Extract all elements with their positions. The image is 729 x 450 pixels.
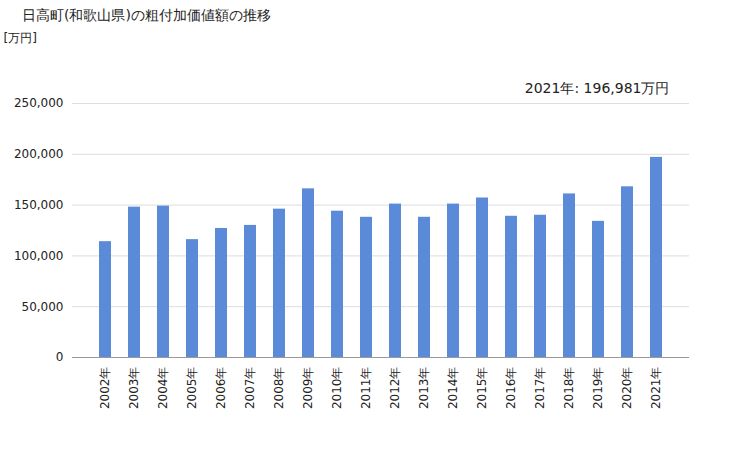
- svg-text:2006年: 2006年: [214, 367, 228, 410]
- svg-text:100,000: 100,000: [14, 249, 64, 263]
- svg-text:2009年: 2009年: [301, 367, 315, 410]
- svg-text:2008年: 2008年: [272, 367, 286, 410]
- svg-text:2020年: 2020年: [620, 367, 634, 410]
- svg-text:2005年: 2005年: [185, 367, 199, 410]
- svg-text:150,000: 150,000: [14, 198, 64, 212]
- svg-text:0: 0: [56, 350, 64, 364]
- svg-text:2015年: 2015年: [475, 367, 489, 410]
- svg-text:2003年: 2003年: [127, 367, 141, 410]
- svg-text:2014年: 2014年: [446, 367, 460, 410]
- svg-text:2021年: 2021年: [649, 367, 663, 410]
- svg-text:2010年: 2010年: [330, 367, 344, 410]
- svg-text:[万円]: [万円]: [4, 31, 37, 45]
- svg-text:2013年: 2013年: [417, 367, 431, 410]
- svg-text:2011年: 2011年: [359, 367, 373, 410]
- svg-text:2018年: 2018年: [562, 367, 576, 410]
- svg-text:2021年: 196,981万円: 2021年: 196,981万円: [525, 80, 670, 96]
- svg-text:250,000: 250,000: [14, 96, 64, 110]
- svg-text:2017年: 2017年: [533, 367, 547, 410]
- svg-text:200,000: 200,000: [14, 147, 64, 161]
- svg-text:2012年: 2012年: [388, 367, 402, 410]
- svg-text:2004年: 2004年: [156, 367, 170, 410]
- svg-text:2002年: 2002年: [98, 367, 112, 410]
- svg-text:50,000: 50,000: [22, 300, 64, 314]
- html-text:日高町(和歌山県)の粗付加価値額の推移: 日高町(和歌山県)の粗付加価値額の推移: [22, 7, 271, 23]
- svg-text:2007年: 2007年: [243, 367, 257, 410]
- svg-text:2016年: 2016年: [504, 367, 518, 410]
- svg-text:2019年: 2019年: [591, 367, 605, 410]
